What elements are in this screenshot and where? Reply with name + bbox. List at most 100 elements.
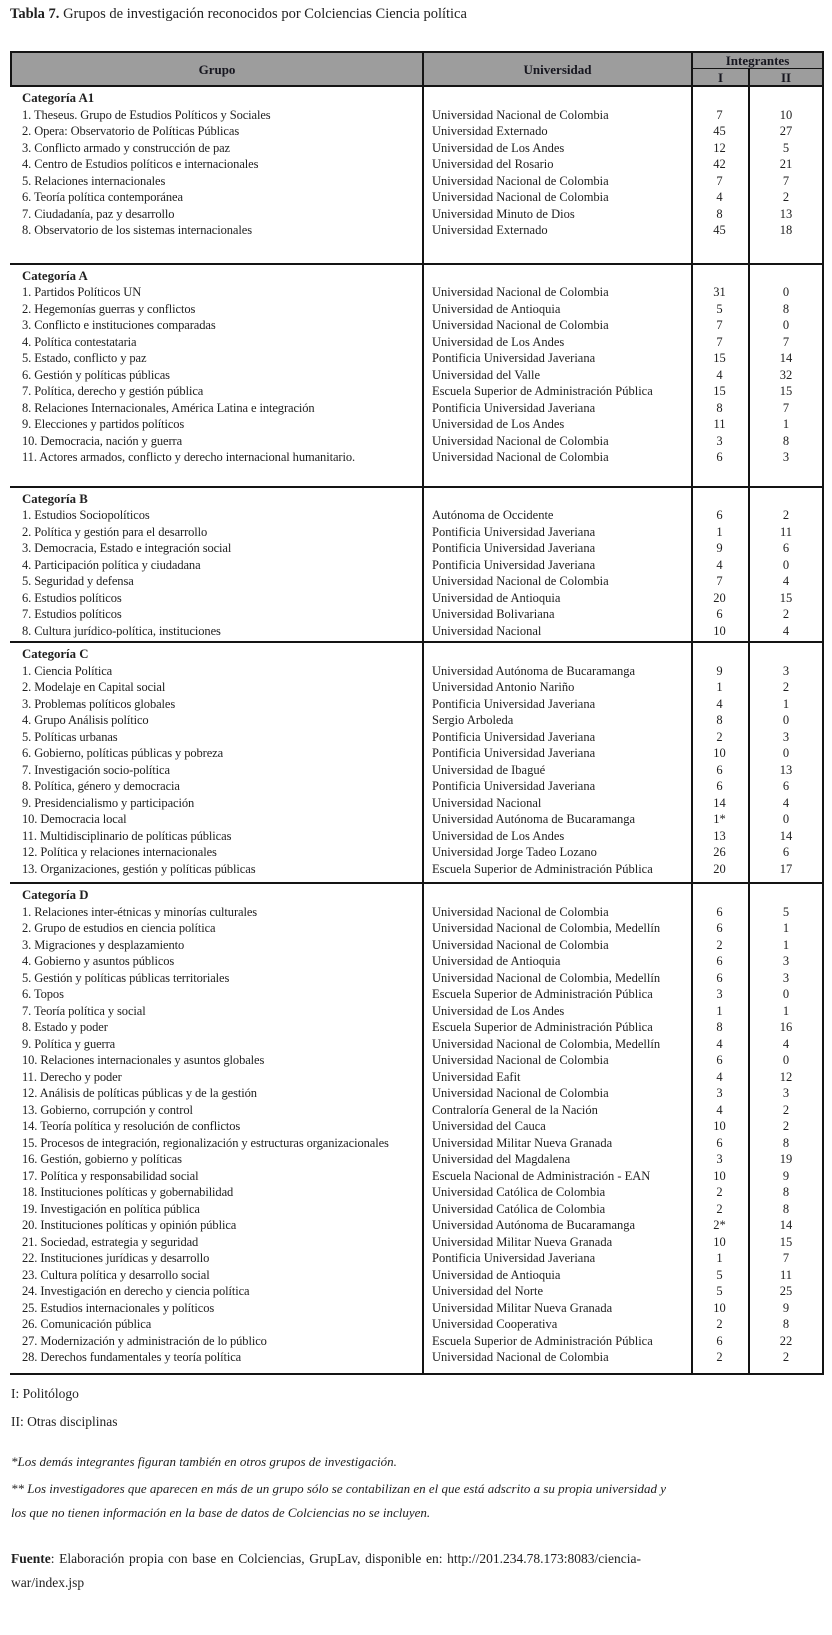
count-ii-cell: 21 [779,157,793,171]
university-cell: Universidad Nacional de Colombia [432,1350,609,1364]
group-cell: 8. Política, género y democracia [22,779,180,793]
group-cell: 6. Topos [22,987,64,1001]
count-i-cell: 6 [716,921,723,935]
group-cell: 7. Política, derecho y gestión pública [22,384,204,398]
group-cell: 8. Estado y poder [22,1020,108,1034]
count-i-cell: 4 [716,1036,723,1051]
group-cell: 9. Política y guerra [22,1036,116,1051]
university-cell: Universidad del Valle [432,367,541,382]
group-cell: 1. Relaciones inter-étnicas y minorías c… [22,904,258,919]
count-ii-cell: 0 [782,746,790,760]
count-ii-cell: 8 [782,433,790,448]
group-cell: 5. Estado, conflicto y paz [22,351,147,365]
university-cell: Universidad Nacional de Colombia, Medell… [432,970,661,985]
table-row: 1. Relaciones inter-étnicas y minorías c… [10,904,822,921]
header-universidad: Universidad [422,53,691,85]
table-row: 13. Gobierno, corrupción y control Contra… [10,1102,822,1119]
section-title: Categoría A1 [22,91,95,105]
section-rows: 1. Estudios Sociopolíticos Autónoma de Oc… [10,507,822,639]
university-cell: Pontificia Universidad Javeriana [432,779,596,793]
count-i-cell: 20 [713,861,726,876]
page-title: Tabla 7. Grupos de investigación reconoc… [10,6,832,23]
count-ii-cell: 22 [779,1333,793,1348]
table-row: 4. Grupo Análisis político Sergio Arboled… [10,712,822,729]
table-title-text: Grupos de investigación reconocidos por … [59,6,467,22]
count-ii-cell: 1 [782,1003,790,1018]
university-cell: Escuela Superior de Administración Públi… [432,384,653,398]
count-ii-cell: 10 [779,107,793,122]
count-i-cell: 5 [716,1267,723,1282]
count-i-cell: 7 [716,173,723,188]
count-ii-cell: 3 [782,663,790,678]
count-ii-cell: 8 [782,1135,790,1150]
table-row: 3. Democracia, Estado e integración soci… [10,540,822,557]
count-i-cell: 31 [713,285,726,299]
count-i-cell: 26 [713,845,726,859]
count-i-cell: 10 [713,746,726,760]
university-cell: Universidad de Antioquia [432,954,561,968]
table-row: 3. Migraciones y desplazamiento Universid… [10,937,822,954]
count-i-cell: 2* [713,1218,726,1232]
count-i-cell: 2 [716,1201,723,1216]
table-row: 8. Cultura jurídico-política, institucio… [10,623,822,640]
count-i-cell: 6 [716,970,723,985]
category-section: Categoría C 1. Ciencia Política Universid… [10,643,822,884]
university-cell: Universidad Nacional de Colombia [432,937,609,952]
count-ii-cell: 0 [782,285,790,299]
count-i-cell: 2 [716,1185,723,1199]
university-cell: Universidad de Antioquia [432,590,561,605]
table-row: 27. Modernización y administración de lo… [10,1333,822,1350]
table-row: 11. Actores armados, conflicto y derecho… [10,449,822,466]
group-cell: 5. Políticas urbanas [22,729,118,744]
university-cell: Escuela Nacional de Administración - EAN [432,1168,651,1183]
table-row: 7. Teoría política y social Universidad d… [10,1003,822,1020]
group-cell: 8. Cultura jurídico-política, institucio… [22,623,221,638]
count-ii-cell: 2 [782,680,790,694]
count-ii-cell: 7 [782,400,790,415]
source-text: : Elaboración propia con base en Colcien… [11,1550,641,1590]
count-i-cell: 45 [713,124,726,138]
count-ii-cell: 11 [779,524,793,539]
count-i-cell: 10 [713,1119,726,1133]
source-line: Fuente: Elaboración propia con base en C… [11,1547,641,1595]
group-cell: 18. Instituciones políticas y gobernabil… [22,1185,234,1199]
count-ii-cell: 2 [782,508,790,522]
university-cell: Universidad Cooperativa [432,1317,558,1331]
university-cell: Universidad Nacional [432,623,542,638]
table-row: 16. Gestión, gobierno y políticas Univers… [10,1151,822,1168]
count-i-cell: 10 [713,623,726,638]
university-cell: Universidad de Los Andes [432,140,565,155]
category-section: Categoría A 1. Partidos Políticos UN Univ… [10,265,822,488]
count-ii-cell: 17 [779,861,793,876]
group-cell: 7. Estudios políticos [22,607,122,621]
table-row: 20. Instituciones políticas y opinión pú… [10,1217,822,1234]
section-title: Categoría D [22,888,89,902]
table-row: 8. Relaciones Internacionales, América L… [10,400,822,417]
university-cell: Universidad Antonio Nariño [432,680,575,694]
table-row: 1. Ciencia Política Universidad Autónoma … [10,663,822,680]
university-cell: Universidad Nacional de Colombia [432,285,609,299]
group-cell: 11. Derecho y poder [22,1069,122,1084]
count-i-cell: 13 [713,828,726,843]
table-row: 11. Derecho y poder Universidad Eafit 4 12 [10,1069,822,1086]
count-ii-cell: 25 [779,1284,793,1298]
count-i-cell: 3 [716,987,723,1001]
university-cell: Pontificia Universidad Javeriana [432,541,596,555]
group-cell: 10. Relaciones internacionales y asuntos… [22,1053,265,1067]
table-row: 6. Topos Escuela Superior de Administraci… [10,986,822,1003]
university-cell: Universidad Nacional [432,795,542,810]
university-cell: Pontificia Universidad Javeriana [432,400,596,415]
group-cell: 2. Grupo de estudios en ciencia política [22,921,216,935]
count-ii-cell: 1 [782,921,790,935]
category-section: Categoría A1 1. Theseus. Grupo de Estudi… [10,87,822,265]
group-cell: 12. Análisis de políticas públicas y de … [22,1086,257,1100]
group-cell: 2. Opera: Observatorio de Políticas Públ… [22,124,240,138]
section-title: Categoría C [22,647,89,661]
table-row: 28. Derechos fundamentales y teoría polí… [10,1349,822,1366]
university-cell: Escuela Superior de Administración Públi… [432,1333,653,1348]
count-i-cell: 7 [716,574,723,588]
count-ii-cell: 12 [779,1069,793,1084]
column-divider-line [422,87,424,1375]
group-cell: 17. Política y responsabilidad social [22,1168,199,1183]
